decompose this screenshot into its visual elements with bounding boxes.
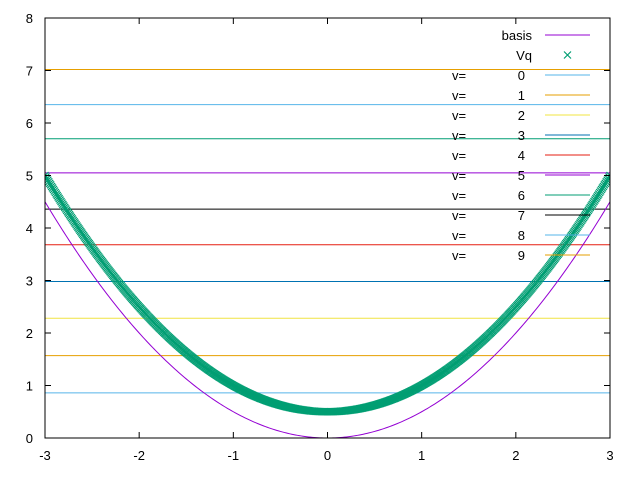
legend-label-level-prefix: v=	[452, 148, 466, 163]
x-tick-label: -3	[39, 448, 51, 463]
y-tick-label: 6	[26, 116, 33, 131]
legend-label-level-index: 2	[518, 108, 525, 123]
legend-label-level-prefix: v=	[452, 188, 466, 203]
y-tick-label: 0	[26, 431, 33, 446]
x-tick-label: 1	[418, 448, 425, 463]
legend-label-level-prefix: v=	[452, 168, 466, 183]
legend-label-level-index: 9	[518, 248, 525, 263]
curves	[45, 171, 610, 438]
plot-border	[44, 17, 611, 439]
legend: basis Vq v= 0 v= 1 v= 2 v= 3 v= 4 v= 5 v= 6 v= 7 v= 8 v= 9	[452, 28, 590, 263]
energy-levels	[45, 68, 610, 394]
legend-label-level-index: 1	[518, 88, 525, 103]
y-tick-label: 7	[26, 64, 33, 79]
x-tick-label: 3	[606, 448, 613, 463]
legend-label-level-prefix: v=	[452, 208, 466, 223]
legend-label-vq: Vq	[516, 48, 532, 63]
legend-label-level-prefix: v=	[452, 128, 466, 143]
legend-label-level-prefix: v=	[452, 108, 466, 123]
legend-label-level-prefix: v=	[452, 68, 466, 83]
vq-points	[45, 171, 610, 416]
legend-label-level-prefix: v=	[452, 248, 466, 263]
axis-ticks: -3 -2 -1 0 1 2 3 0 1 2 3 4 5 6 7 8	[26, 11, 614, 463]
legend-swatch-vq	[563, 51, 572, 59]
legend-label-level-index: 3	[518, 128, 525, 143]
basis-curve	[45, 201, 610, 438]
vq-point	[606, 171, 610, 180]
x-tick-label: -2	[133, 448, 145, 463]
y-tick-label: 5	[26, 169, 33, 184]
legend-label-level-index: 6	[518, 188, 525, 203]
legend-label-level-index: 7	[518, 208, 525, 223]
y-tick-label: 8	[26, 11, 33, 26]
y-tick-label: 4	[26, 221, 33, 236]
x-tick-label: 0	[324, 448, 331, 463]
x-tick-label: -1	[228, 448, 240, 463]
legend-label-basis: basis	[502, 28, 533, 43]
legend-label-level-index: 5	[518, 168, 525, 183]
legend-label-level-index: 8	[518, 228, 525, 243]
y-tick-label: 2	[26, 326, 33, 341]
legend-label-level-index: 4	[518, 148, 525, 163]
y-tick-label: 1	[26, 379, 33, 394]
legend-label-level-prefix: v=	[452, 88, 466, 103]
x-tick-label: 2	[512, 448, 519, 463]
y-tick-label: 3	[26, 274, 33, 289]
legend-label-level-prefix: v=	[452, 228, 466, 243]
legend-label-level-index: 0	[518, 68, 525, 83]
